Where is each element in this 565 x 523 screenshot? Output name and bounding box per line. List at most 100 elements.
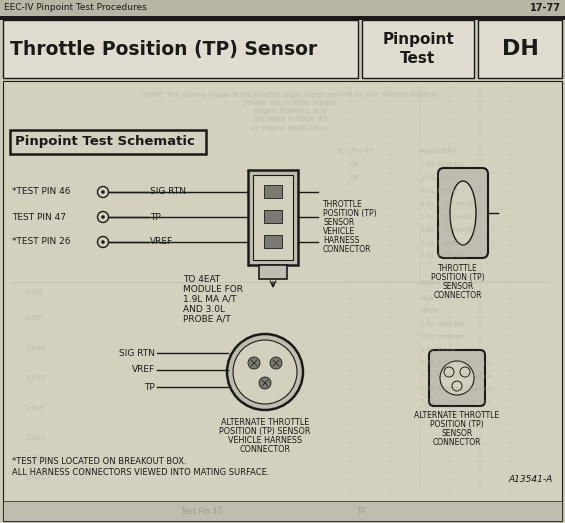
- Text: *TEST PIN 46: *TEST PIN 46: [12, 188, 71, 197]
- Text: POSITION (TP): POSITION (TP): [431, 273, 485, 282]
- Text: by engine application.: by engine application.: [251, 125, 329, 131]
- Text: TP: TP: [144, 382, 155, 392]
- Circle shape: [101, 215, 105, 219]
- Circle shape: [259, 377, 271, 389]
- Text: ALL HARNESS CONNECTORS VIEWED INTO MATING SURFACE.: ALL HARNESS CONNECTORS VIEWED INTO MATIN…: [12, 468, 270, 477]
- Text: POSITION (TP) SENSOR: POSITION (TP) SENSOR: [219, 427, 311, 436]
- Text: Pinpoint
Test: Pinpoint Test: [382, 32, 454, 66]
- Text: 4,257: 4,257: [25, 315, 45, 321]
- Text: 5.0L F-Series/B\: 5.0L F-Series/B\: [420, 214, 475, 220]
- Circle shape: [452, 381, 462, 391]
- Bar: [248, 170, 298, 265]
- Bar: [264, 185, 282, 198]
- Text: 4,590: 4,590: [25, 290, 45, 296]
- Text: Test Pin 47: Test Pin 47: [181, 506, 223, 516]
- Text: Test Pin 46: Test Pin 46: [336, 148, 374, 154]
- Text: Wire Color: Wire Color: [420, 280, 456, 286]
- Circle shape: [270, 357, 282, 369]
- Text: SENSOR: SENSOR: [442, 282, 473, 291]
- Text: 1.6L SEFi MA: 1.6L SEFi MA: [420, 321, 464, 327]
- Circle shape: [98, 211, 108, 222]
- Text: DH: DH: [502, 39, 538, 59]
- Text: VREF: VREF: [132, 366, 155, 374]
- Text: A13541-A: A13541-A: [508, 475, 553, 484]
- Text: POSITION (TP): POSITION (TP): [430, 420, 484, 429]
- Text: *TEST PIN 26: *TEST PIN 26: [12, 237, 71, 246]
- Bar: [264, 235, 282, 248]
- Text: R\W: R\W: [420, 295, 434, 301]
- Text: VEHICLE HARNESS: VEHICLE HARNESS: [228, 436, 302, 445]
- Bar: [253, 175, 293, 260]
- Text: *TEST PINS LOCATED ON BREAKOUT BOX.: *TEST PINS LOCATED ON BREAKOUT BOX.: [12, 457, 186, 466]
- Text: ALTERNATE THROTTLE: ALTERNATE THROTTLE: [221, 418, 309, 427]
- Bar: [0, 0, 565, 16]
- Text: VEHICLE: VEHICLE: [323, 227, 355, 236]
- Text: 3.0L Probe: 3.0L Probe: [420, 188, 457, 194]
- Text: Pinpoint Test Schematic: Pinpoint Test Schematic: [15, 135, 195, 149]
- Text: NOTE: The normal range of the throttle angle measurement for the Throttle Positi: NOTE: The normal range of the throttle a…: [143, 92, 437, 98]
- Text: BR\W: BR\W: [420, 308, 439, 314]
- Text: SIG RTN: SIG RTN: [150, 188, 186, 197]
- Text: 4.8L F-Series/Bronco: 4.8L F-Series/Bronco: [420, 360, 492, 366]
- Text: CONNECTOR: CONNECTOR: [240, 445, 290, 454]
- Text: 7.3L F-Series/Bronco: 7.3L F-Series/Bronco: [420, 399, 492, 405]
- Bar: [264, 210, 282, 223]
- Circle shape: [248, 357, 260, 369]
- Circle shape: [440, 361, 474, 395]
- Text: 1,210: 1,210: [25, 455, 45, 461]
- Text: 1.9L MA A/T: 1.9L MA A/T: [183, 295, 237, 304]
- Circle shape: [444, 367, 454, 377]
- Circle shape: [101, 190, 105, 194]
- Text: THROTTLE: THROTTLE: [323, 200, 363, 209]
- Text: CONNECTOR: CONNECTOR: [323, 245, 372, 254]
- Text: SENSOR: SENSOR: [323, 218, 354, 227]
- Text: Sensor, the throttle rotates: Sensor, the throttle rotates: [242, 100, 337, 106]
- Text: 2.8L Scorpio: 2.8L Scorpio: [420, 334, 463, 340]
- Text: TO 4EAT: TO 4EAT: [183, 275, 220, 284]
- Text: THROTTLE: THROTTLE: [438, 264, 478, 273]
- Text: 7.3L F-Series: 7.3L F-Series: [420, 240, 465, 246]
- Text: CONNECTOR: CONNECTOR: [433, 438, 481, 447]
- Text: 17-77: 17-77: [530, 3, 561, 13]
- Text: 0.601: 0.601: [25, 475, 45, 481]
- Text: EEC-IV Pinpoint Test Procedures: EEC-IV Pinpoint Test Procedures: [4, 4, 147, 13]
- Text: VREF: VREF: [150, 237, 173, 246]
- Text: Engine Running, and: Engine Running, and: [254, 108, 327, 114]
- Text: GR: GR: [350, 162, 360, 168]
- Text: 7.8L F-Series/Bronco: 7.8L F-Series/Bronco: [420, 412, 492, 418]
- Bar: [3, 20, 358, 78]
- Text: SIG RTN: SIG RTN: [119, 348, 155, 358]
- Bar: [10, 130, 206, 154]
- Circle shape: [227, 334, 303, 410]
- Bar: [259, 265, 287, 279]
- Circle shape: [233, 340, 297, 404]
- Bar: [3, 81, 562, 521]
- Text: 1.6L SEFi MA: 1.6L SEFi MA: [420, 162, 464, 168]
- Text: ALTERNATE THROTTLE: ALTERNATE THROTTLE: [415, 411, 499, 420]
- Text: TEST PIN 47: TEST PIN 47: [12, 212, 66, 222]
- Text: HARNESS: HARNESS: [323, 236, 359, 245]
- Circle shape: [101, 240, 105, 244]
- Text: 5.0L F-Series/Bronco: 5.0L F-Series/Bronco: [420, 373, 492, 379]
- Text: 2.8L Scorpio: 2.8L Scorpio: [420, 175, 463, 181]
- Text: TP: TP: [150, 212, 161, 222]
- Bar: [3, 501, 562, 521]
- Text: 5.8L F-Series/Bronco: 5.8L F-Series/Bronco: [420, 386, 492, 392]
- Text: 2,429: 2,429: [25, 405, 45, 411]
- Text: MODULE FOR: MODULE FOR: [183, 285, 243, 294]
- Text: 5.8L F-Series/B\: 5.8L F-Series/B\: [420, 227, 475, 233]
- Text: 1,920: 1,920: [25, 435, 45, 441]
- Text: POSITION (TP): POSITION (TP): [323, 209, 377, 218]
- Circle shape: [98, 187, 108, 198]
- Bar: [478, 20, 562, 78]
- Text: 3.0L Probe: 3.0L Probe: [420, 347, 457, 353]
- Circle shape: [460, 367, 470, 377]
- Text: are listed in Table #3: are listed in Table #3: [253, 116, 327, 122]
- Text: 3,848: 3,848: [25, 345, 45, 351]
- Text: 7.8L F-Series/: 7.8L F-Series/: [420, 253, 468, 259]
- FancyBboxPatch shape: [429, 350, 485, 406]
- Text: 3,039: 3,039: [25, 375, 45, 381]
- Text: SENSOR: SENSOR: [441, 429, 473, 438]
- Text: TP: TP: [358, 506, 367, 516]
- Ellipse shape: [450, 181, 476, 245]
